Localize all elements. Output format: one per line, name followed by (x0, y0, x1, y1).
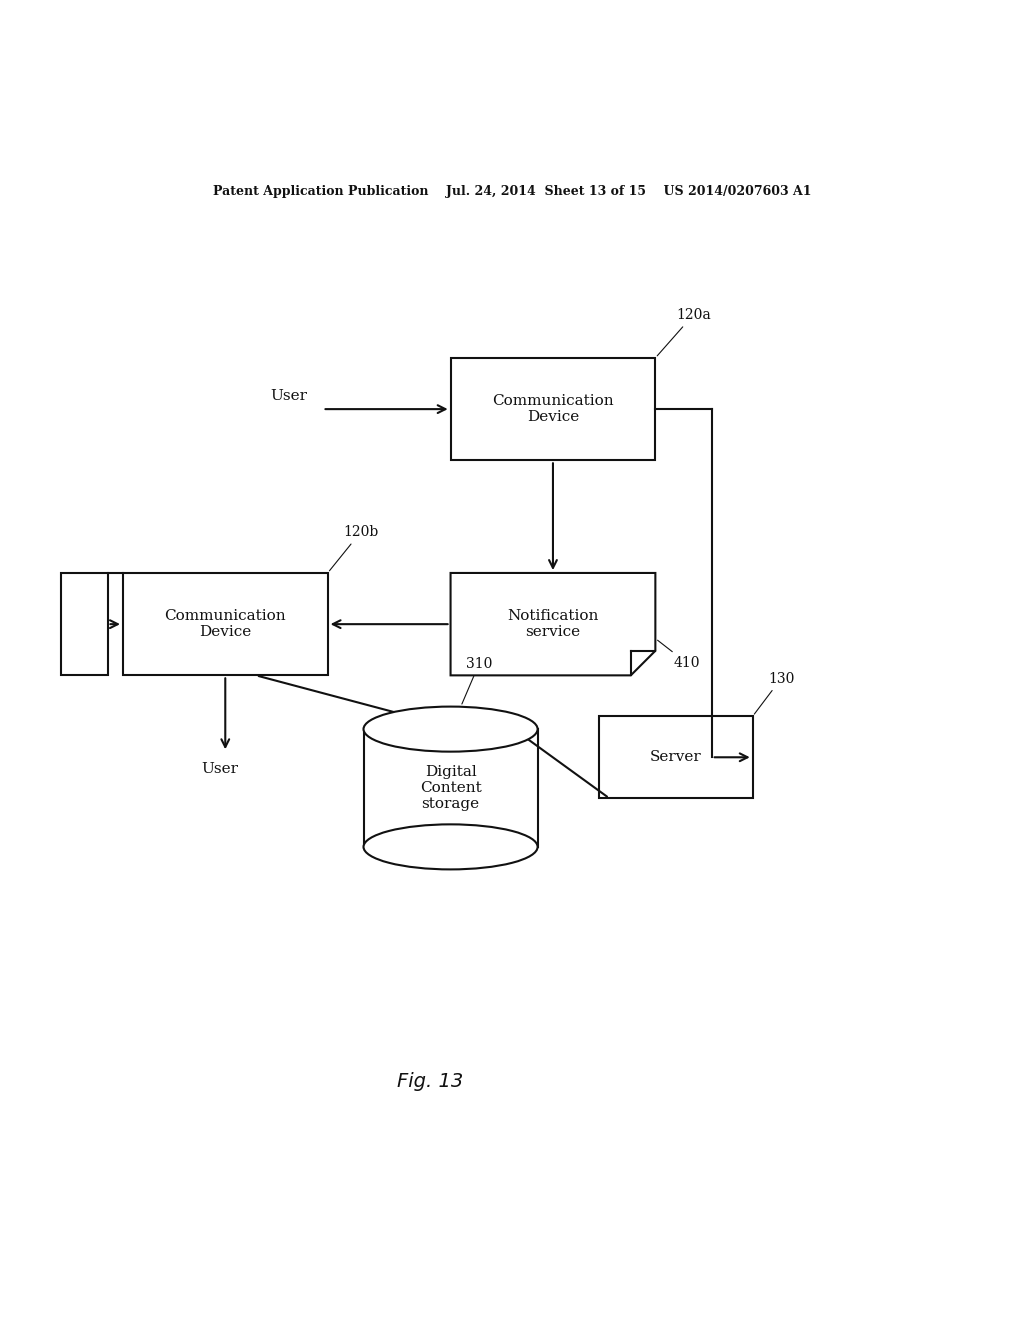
Text: User: User (202, 763, 239, 776)
FancyBboxPatch shape (364, 729, 538, 847)
Text: 120a: 120a (657, 308, 711, 356)
Text: Communication
Device: Communication Device (165, 609, 286, 639)
Text: 410: 410 (657, 640, 700, 671)
Ellipse shape (364, 706, 538, 751)
Text: Server: Server (650, 750, 701, 764)
Text: Communication
Device: Communication Device (493, 393, 613, 424)
Polygon shape (451, 573, 655, 676)
FancyBboxPatch shape (123, 573, 328, 676)
Text: Notification
service: Notification service (507, 609, 599, 639)
FancyBboxPatch shape (451, 358, 655, 461)
Text: User: User (270, 389, 307, 403)
Text: Digital
Content
storage: Digital Content storage (420, 764, 481, 812)
Text: 130: 130 (755, 672, 795, 714)
Text: 120b: 120b (330, 525, 378, 570)
FancyBboxPatch shape (599, 717, 753, 799)
Ellipse shape (364, 825, 538, 870)
FancyBboxPatch shape (61, 573, 108, 676)
Text: Patent Application Publication    Jul. 24, 2014  Sheet 13 of 15    US 2014/02076: Patent Application Publication Jul. 24, … (213, 185, 811, 198)
Text: 310: 310 (462, 656, 493, 704)
Text: Fig. 13: Fig. 13 (397, 1072, 463, 1092)
